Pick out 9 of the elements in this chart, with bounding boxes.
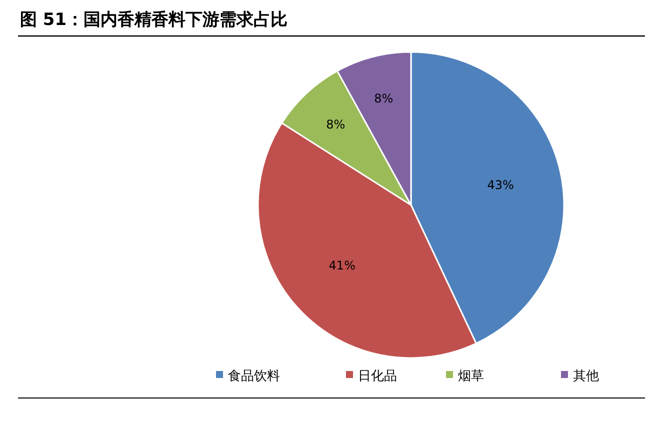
legend-label: 烟草 — [458, 369, 484, 384]
chart-title: 图 51：国内香精香料下游需求占比 — [20, 10, 288, 30]
data-label: 41% — [328, 258, 356, 273]
legend-label: 食品饮料 — [228, 369, 280, 384]
legend-label: 其他 — [573, 369, 599, 384]
data-label: 8% — [374, 91, 394, 106]
legend-label: 日化品 — [358, 369, 397, 384]
data-label: 8% — [326, 118, 346, 132]
data-label: 43% — [487, 178, 514, 192]
